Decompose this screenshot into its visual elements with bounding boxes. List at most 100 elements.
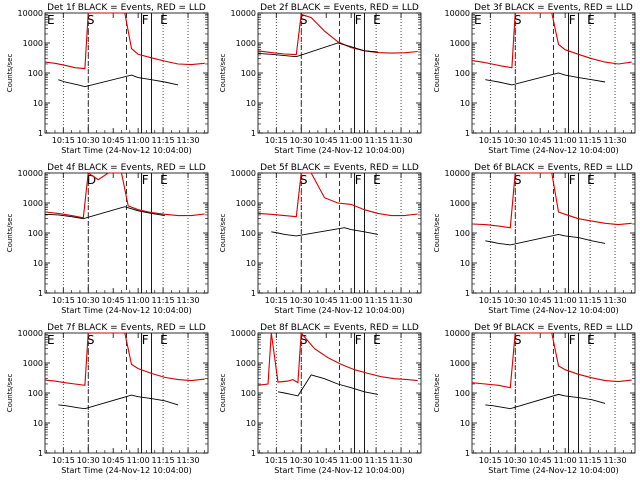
y-tick-label: 100 <box>241 229 256 238</box>
chart-panel-7: Det 7f BLACK = Events, RED = LLD 1 10 100 10… <box>6 323 209 475</box>
y-tick-label: 10 <box>460 419 470 428</box>
x-tick-label: 10:15 <box>52 136 75 145</box>
x-tick-label: 11:30 <box>604 296 627 305</box>
x-tick-label: 10:45 <box>315 136 338 145</box>
event-marker-label: E <box>160 333 168 347</box>
y-tick-label: 1 <box>465 449 470 458</box>
chart-title: Det 8f BLACK = Events, RED = LLD <box>260 323 419 333</box>
y-tick-label: 10 <box>246 259 256 268</box>
y-tick-label: 100 <box>28 389 43 398</box>
x-tick-label: 11:15 <box>579 296 602 305</box>
x-tick-label: 11:15 <box>152 456 175 465</box>
x-tick-label: 11:30 <box>177 296 200 305</box>
event-marker-label: F <box>355 13 362 27</box>
x-tick-label: 10:45 <box>529 456 552 465</box>
event-marker-label: F <box>142 333 149 347</box>
event-marker-label: S <box>87 13 95 27</box>
x-tick-label: 10:30 <box>290 456 313 465</box>
series-black-line <box>271 227 378 237</box>
chart-title: Det 5f BLACK = Events, RED = LLD <box>260 163 419 173</box>
y-tick-label: 100 <box>241 69 256 78</box>
event-marker-label: F <box>355 333 362 347</box>
series-black-line <box>58 74 179 88</box>
chart-panel-8: Det 8f BLACK = Events, RED = LLD 1 10 100 10… <box>219 323 422 475</box>
y-tick-label: 1 <box>251 449 256 458</box>
x-tick-label: 10:15 <box>265 136 288 145</box>
y-tick-label: 100 <box>455 389 470 398</box>
series-red-line <box>44 12 205 70</box>
x-tick-label: 11:00 <box>554 296 577 305</box>
x-tick-label: 11:30 <box>390 456 413 465</box>
y-axis-label: Counts/sec <box>433 374 441 413</box>
chart-title: Det 2f BLACK = Events, RED = LLD <box>260 3 419 13</box>
x-tick-label: 11:00 <box>554 136 577 145</box>
x-tick-label: 11:15 <box>579 136 602 145</box>
y-axis-label: Counts/sec <box>6 214 14 253</box>
chart-panel-3: Det 3f BLACK = Events, RED = LLD 1 10 100 10… <box>433 3 636 155</box>
y-tick-label: 1 <box>465 129 470 138</box>
y-tick-label: 10000 <box>445 329 470 338</box>
event-marker-label: S <box>87 333 95 347</box>
y-tick-label: 1 <box>38 289 43 298</box>
event-marker-label: S <box>514 333 522 347</box>
event-marker-label: E <box>474 13 482 27</box>
x-tick-label: 10:45 <box>529 296 552 305</box>
event-marker-label: S <box>300 333 308 347</box>
x-axis-label: Start Time (24-Nov-12 10:04:00) <box>488 466 618 475</box>
y-axis-label: Counts/sec <box>6 374 14 413</box>
x-tick-label: 10:45 <box>102 296 125 305</box>
event-marker-label: E <box>373 173 381 187</box>
event-marker-label: S <box>300 13 308 27</box>
x-tick-label: 11:30 <box>604 456 627 465</box>
chart-panel-4: Det 4f BLACK = Events, RED = LLD 1 10 100 10… <box>6 163 209 315</box>
y-tick-label: 10 <box>460 259 470 268</box>
chart-panel-5: Det 5f BLACK = Events, RED = LLD 1 10 100 10… <box>219 163 422 315</box>
y-tick-label: 10 <box>33 259 43 268</box>
x-tick-label: 10:30 <box>77 456 100 465</box>
event-marker-label: S <box>300 173 308 187</box>
x-axis-label: Start Time (24-Nov-12 10:04:00) <box>488 306 618 315</box>
y-tick-label: 10000 <box>231 329 256 338</box>
x-tick-label: 11:00 <box>127 456 150 465</box>
y-tick-label: 1000 <box>23 359 43 368</box>
y-tick-label: 1000 <box>23 199 43 208</box>
y-tick-label: 1 <box>38 449 43 458</box>
y-tick-label: 100 <box>455 229 470 238</box>
event-marker-label: S <box>514 173 522 187</box>
y-tick-label: 10000 <box>231 169 256 178</box>
y-tick-label: 10000 <box>18 169 43 178</box>
y-tick-label: 1000 <box>450 39 470 48</box>
x-axis-label: Start Time (24-Nov-12 10:04:00) <box>61 466 191 475</box>
x-tick-label: 11:30 <box>604 136 627 145</box>
event-marker-label: E <box>160 13 168 27</box>
y-tick-label: 1 <box>465 289 470 298</box>
x-tick-label: 11:30 <box>177 456 200 465</box>
y-tick-label: 1000 <box>236 359 256 368</box>
x-tick-label: 10:30 <box>77 136 100 145</box>
x-tick-label: 10:30 <box>504 296 527 305</box>
x-axis-label: Start Time (24-Nov-12 10:04:00) <box>488 146 618 155</box>
event-marker-label: E <box>373 333 381 347</box>
x-tick-label: 10:45 <box>102 136 125 145</box>
event-marker-label: E <box>373 13 381 27</box>
y-tick-label: 10 <box>246 419 256 428</box>
event-marker-label: E <box>47 333 55 347</box>
x-tick-label: 10:30 <box>290 296 313 305</box>
chart-title: Det 3f BLACK = Events, RED = LLD <box>474 3 633 13</box>
x-axis-label: Start Time (24-Nov-12 10:04:00) <box>61 306 191 315</box>
chart-panel-6: Det 6f BLACK = Events, RED = LLD 1 10 100 10… <box>433 163 636 315</box>
x-tick-label: 11:30 <box>177 136 200 145</box>
series-black-line <box>485 233 606 246</box>
x-tick-label: 10:15 <box>479 456 502 465</box>
y-tick-label: 10 <box>33 419 43 428</box>
y-axis-label: Counts/sec <box>219 54 227 93</box>
y-tick-label: 100 <box>28 69 43 78</box>
x-axis-label: Start Time (24-Nov-12 10:04:00) <box>61 146 191 155</box>
event-marker-label: S <box>514 13 522 27</box>
x-tick-label: 11:15 <box>365 456 388 465</box>
y-tick-label: 1000 <box>236 199 256 208</box>
series-black-line <box>257 42 378 58</box>
x-tick-label: 10:15 <box>265 456 288 465</box>
series-black-line <box>485 393 606 410</box>
